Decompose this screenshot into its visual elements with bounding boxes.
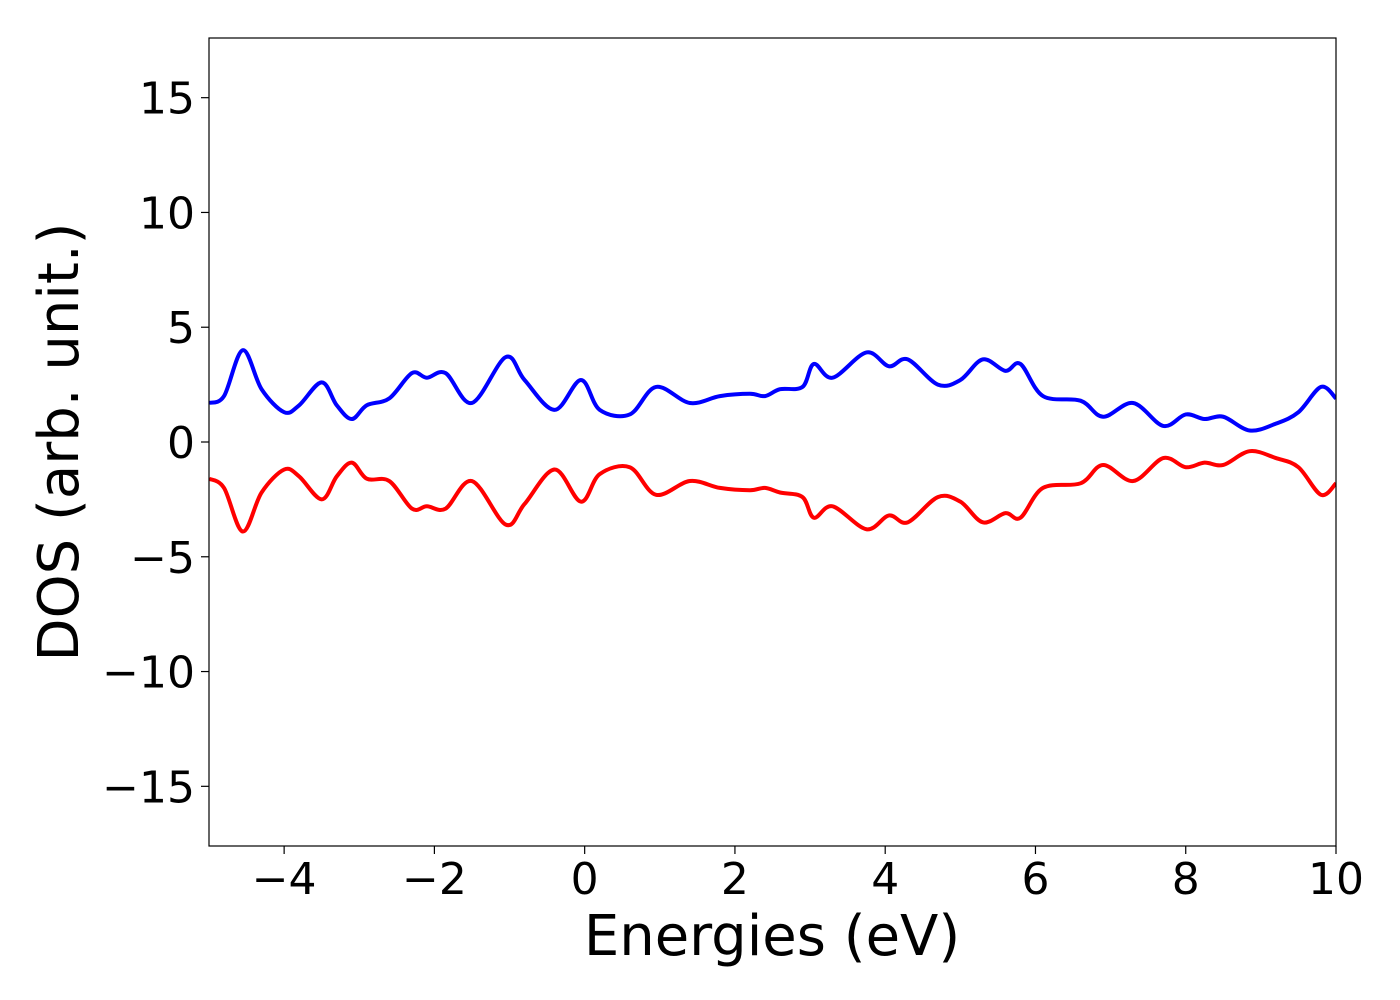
y-tick-label: 15 [139,74,195,125]
x-tick-label: 2 [721,854,749,905]
y-tick-label: −15 [102,762,195,813]
y-tick-label: −5 [130,533,195,584]
x-tick-label: 8 [1172,854,1200,905]
x-tick-label: −2 [402,854,467,905]
y-tick-label: 5 [167,303,195,354]
y-tick-label: 0 [167,418,195,469]
plot-frame [208,37,1337,847]
x-tick-label: −4 [252,854,317,905]
line-series [209,348,1336,433]
x-tick-label: 4 [871,854,899,905]
x-axis-label: Energies (eV) [584,904,960,969]
x-tick-label: 10 [1308,854,1364,905]
line-series [209,449,1336,534]
y-axis-label: DOS (arb. unit.) [27,222,92,661]
y-tick-label: 10 [139,188,195,239]
x-tick-label: 0 [571,854,599,905]
y-tick-label: −10 [102,648,195,699]
x-tick-label: 6 [1021,854,1049,905]
